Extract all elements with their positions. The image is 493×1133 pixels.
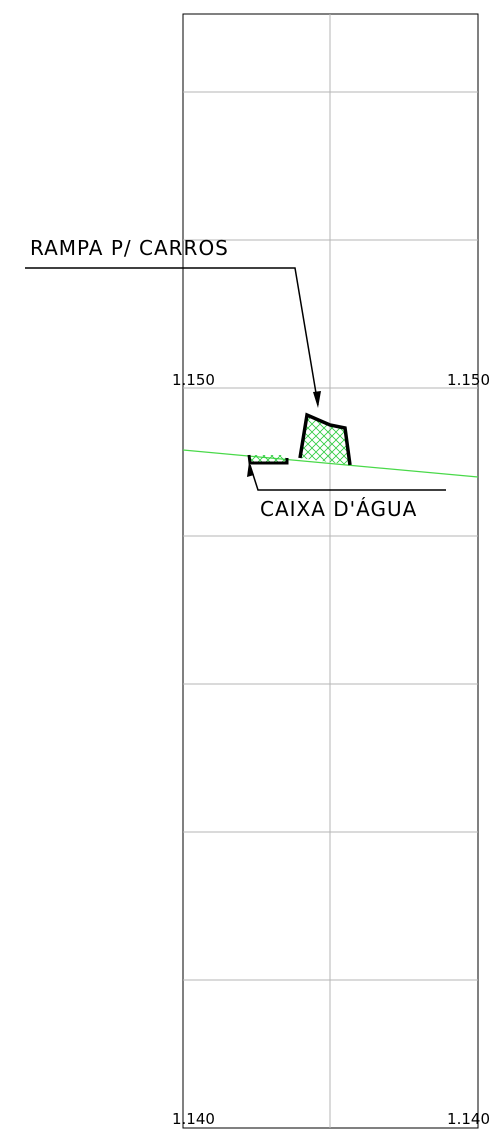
level-label: 1.140	[447, 1110, 490, 1128]
ramp-label: RAMPA P/ CARROS	[30, 236, 229, 260]
tank-label: CAIXA D'ÁGUA	[260, 497, 417, 521]
ground-line	[182, 449, 479, 478]
arrowhead	[313, 391, 321, 408]
grid	[183, 91, 478, 981]
tank-outline	[247, 454, 289, 465]
arrowhead	[247, 462, 254, 477]
tank-hatch	[250, 455, 286, 462]
ramp-outline	[298, 412, 352, 466]
level-label: 1.140	[172, 1110, 215, 1128]
tank-leader	[249, 464, 446, 491]
ramp-leader	[25, 267, 319, 406]
level-label: 1.150	[172, 371, 215, 389]
level-label: 1.150	[447, 371, 490, 389]
